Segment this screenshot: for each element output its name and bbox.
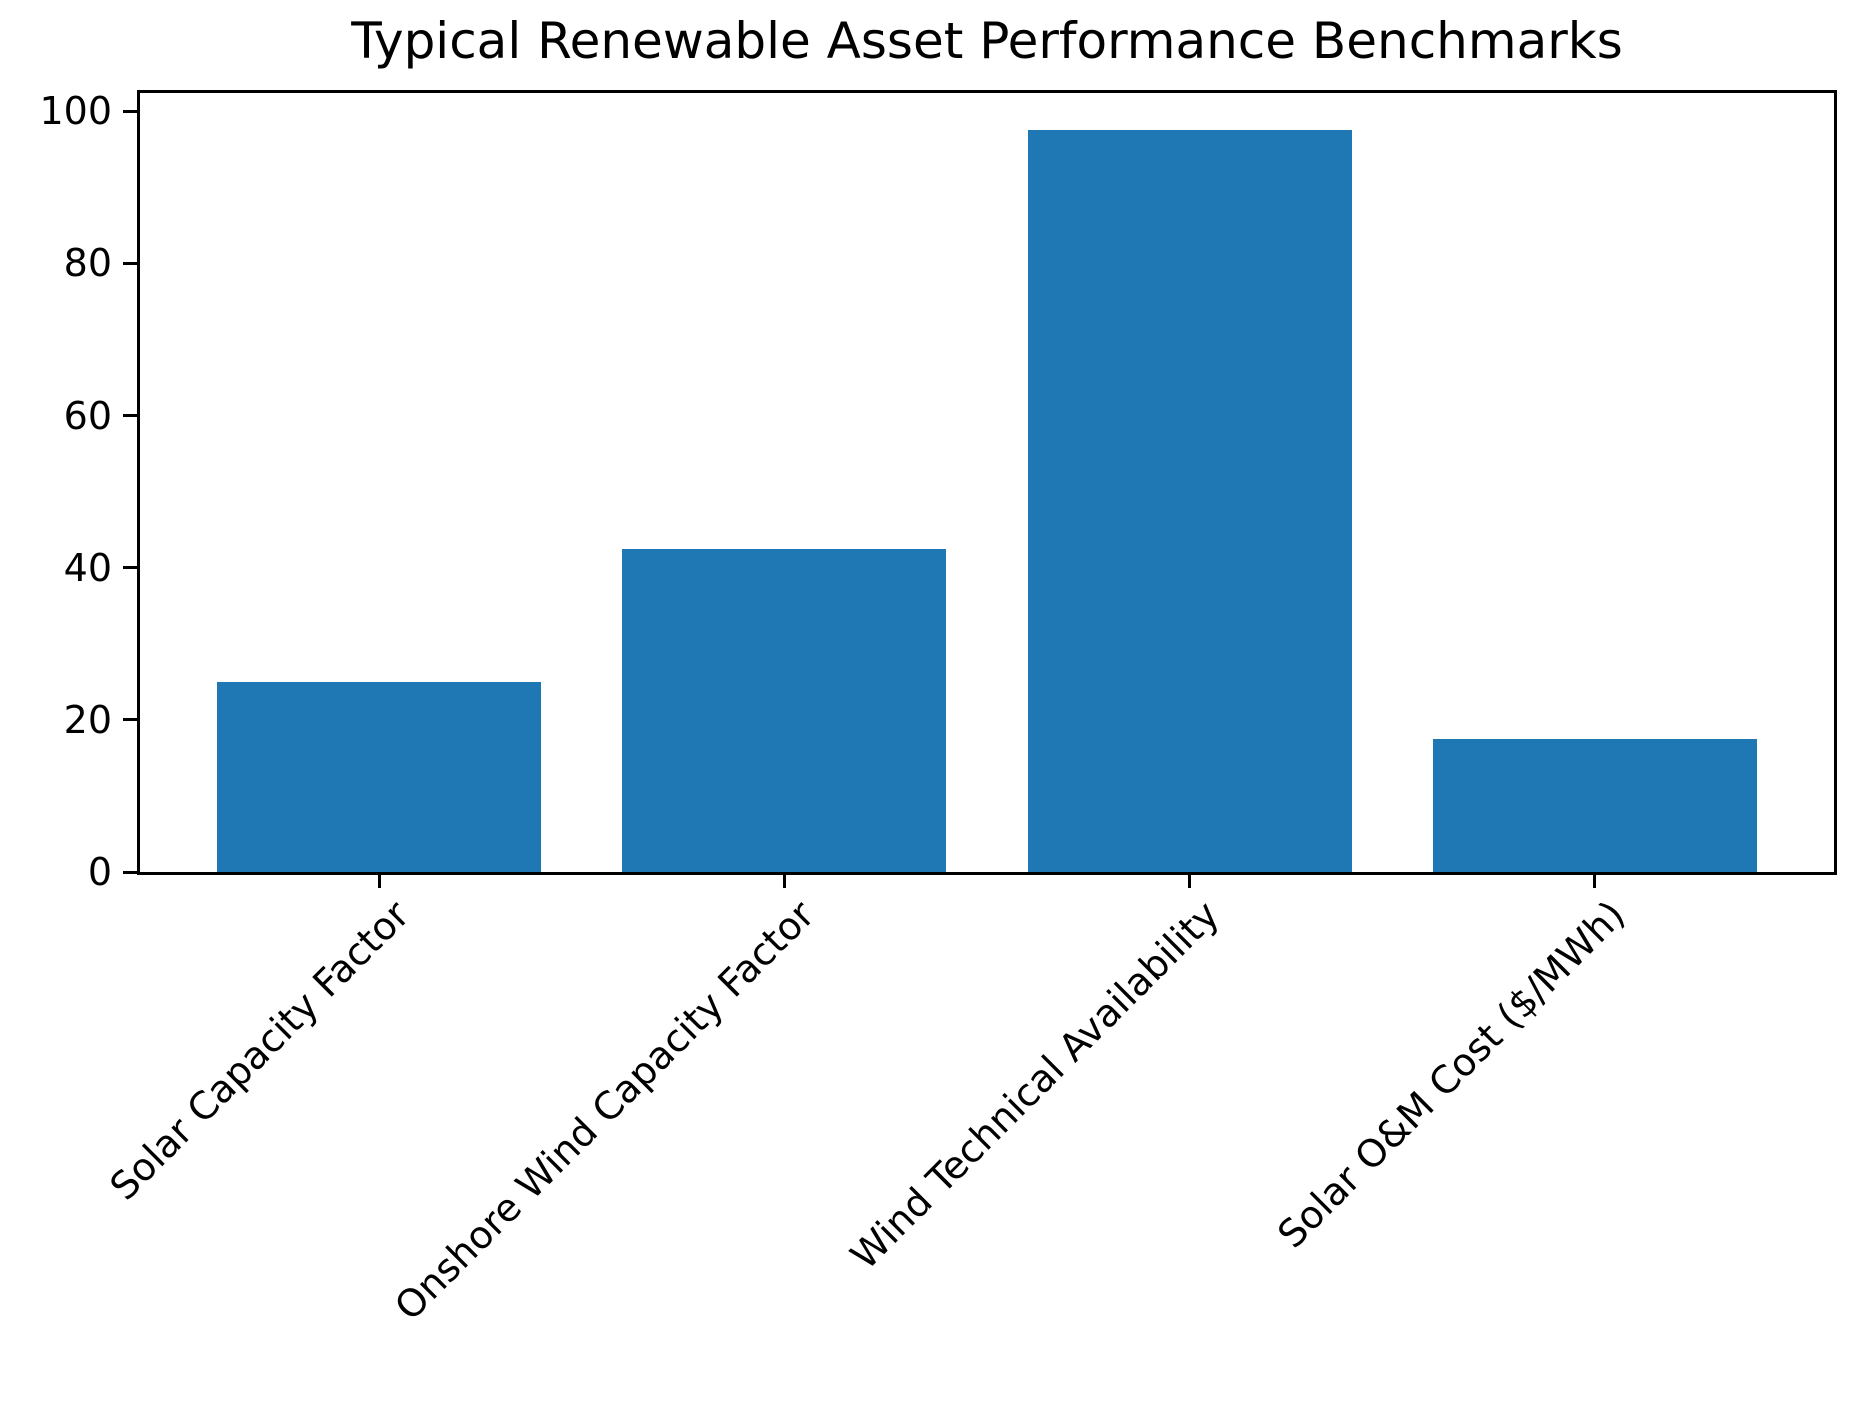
bar-onshore-wind-capacity-factor [622,548,947,872]
bar-wind-technical-availability [1027,130,1352,872]
y-tick-mark-80 [123,261,137,265]
x-tick-label-4: Solar O&M Cost ($/MWh) [1269,892,1634,1257]
y-tick-mark-40 [123,566,137,570]
y-tick-mark-60 [123,414,137,418]
y-tick-label-0: 0 [87,850,112,894]
y-tick-label-40: 40 [63,545,112,590]
x-tick-mark-3 [1188,875,1192,888]
x-tick-mark-4 [1593,875,1597,888]
y-tick-label-20: 20 [63,697,112,742]
y-tick-mark-0 [123,870,137,874]
x-tick-mark-1 [377,875,381,888]
y-tick-mark-100 [123,109,137,113]
plot-area [137,90,1837,875]
bar-solar-capacity-factor [217,681,542,872]
y-tick-label-80: 80 [63,241,112,286]
x-tick-label-2: Onshore Wind Capacity Factor [386,892,823,1329]
y-tick-mark-20 [123,718,137,722]
x-tick-mark-2 [782,875,786,888]
chart-title: Typical Renewable Asset Performance Benc… [351,12,1623,70]
bar-solar-o-m-cost-mwh [1432,738,1757,872]
y-tick-label-100: 100 [39,89,112,134]
x-tick-label-1: Solar Capacity Factor [101,892,418,1209]
y-tick-label-60: 60 [63,393,112,438]
x-tick-label-3: Wind Technical Availability [842,892,1229,1278]
